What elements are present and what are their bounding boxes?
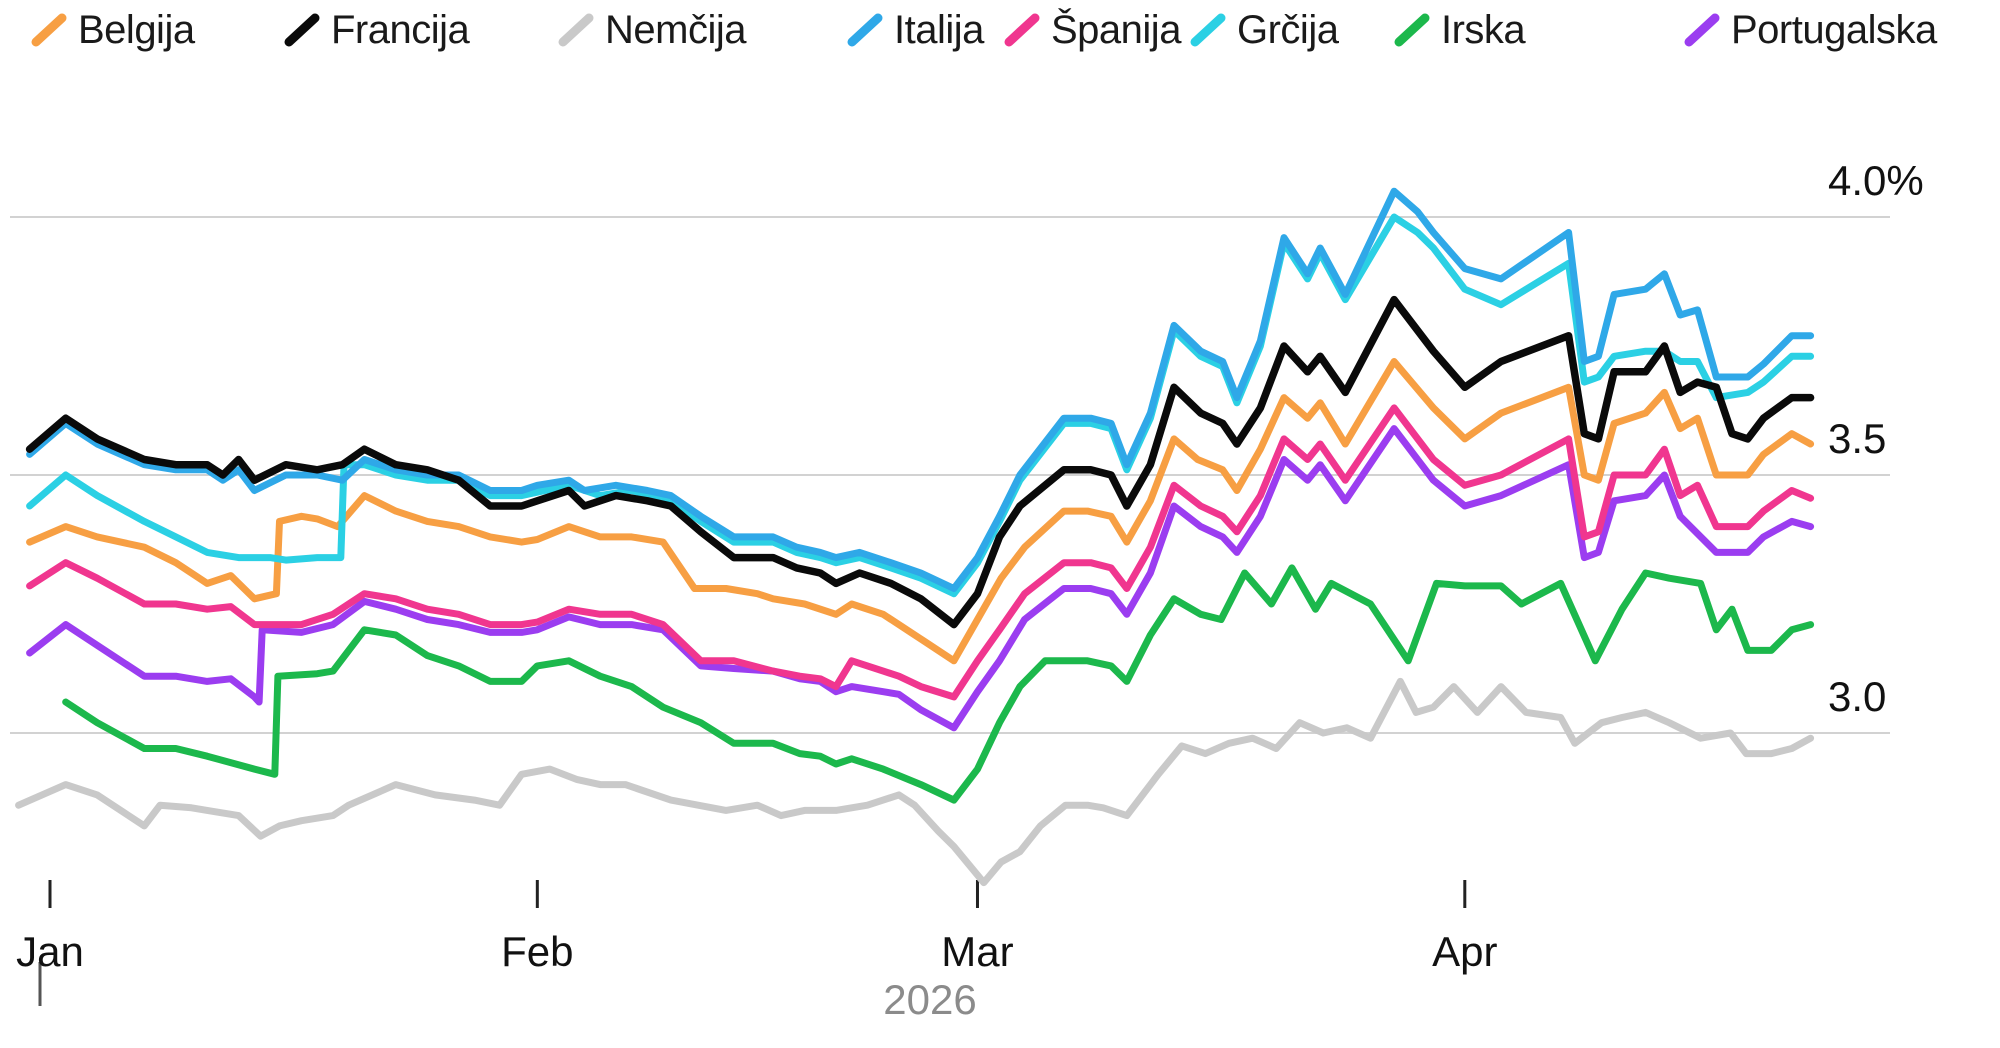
legend-item-grcija[interactable]: Grčija	[1189, 8, 1339, 53]
legend-swatch-icon	[31, 13, 67, 46]
legend-item-italija[interactable]: Italija	[846, 8, 984, 53]
x-axis-label-apr: Apr	[1432, 928, 1498, 975]
legend-swatch-icon	[284, 13, 320, 46]
x-axis-label-feb: Feb	[501, 928, 574, 975]
series-line-portugalska[interactable]	[26, 425, 1815, 732]
legend-swatch-icon	[558, 13, 594, 46]
legend-label: Francija	[331, 8, 470, 52]
legend-item-belgija[interactable]: Belgija	[30, 8, 195, 53]
legend-item-spanija[interactable]: Španija	[1003, 8, 1181, 53]
legend-swatch-icon	[1004, 13, 1040, 46]
legend-item-irska[interactable]: Irska	[1393, 8, 1526, 53]
chart-legend: Belgija Francija Nemčija Italija Španija Grči…	[0, 0, 2000, 64]
legend-label: Irska	[1441, 8, 1526, 52]
x-axis-year-label: 2026	[883, 976, 977, 1023]
legend-label: Grčija	[1237, 8, 1339, 52]
series-line-belgija[interactable]	[26, 358, 1815, 665]
y-axis-label-3.5: 3.5	[1828, 415, 1887, 462]
legend-swatch-icon	[1684, 13, 1720, 46]
legend-swatch-icon	[1190, 13, 1226, 46]
x-axis-label-mar: Mar	[941, 928, 1014, 975]
x-axis-label-jan: Jan	[16, 928, 84, 975]
legend-label: Portugalska	[1731, 8, 1937, 52]
y-axis-label-3: 3.0	[1828, 673, 1887, 720]
series-line-francija[interactable]	[25, 295, 1815, 629]
series-line-spanija[interactable]	[26, 404, 1815, 701]
legend-swatch-icon	[1394, 13, 1430, 46]
legend-item-francija[interactable]: Francija	[283, 8, 470, 53]
legend-label: Italija	[894, 8, 984, 52]
series-line-italija[interactable]	[26, 187, 1815, 592]
legend-label: Belgija	[78, 8, 195, 52]
legend-label: Nemčija	[605, 8, 746, 52]
legend-swatch-icon	[847, 13, 883, 46]
legend-item-portugalska[interactable]: Portugalska	[1683, 8, 1937, 53]
legend-item-nemcija[interactable]: Nemčija	[557, 8, 746, 53]
series-line-irska[interactable]	[62, 564, 1815, 804]
y-axis-label-4: 4.0%	[1828, 157, 1924, 204]
series-line-grcija[interactable]	[26, 213, 1815, 598]
series-line-nemcija[interactable]	[15, 677, 1815, 887]
legend-label: Španija	[1051, 8, 1181, 52]
